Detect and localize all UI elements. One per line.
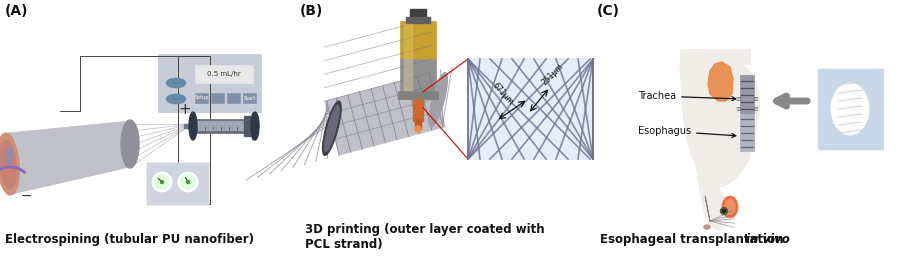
- Text: 671μm: 671μm: [490, 81, 515, 107]
- Bar: [740, 113, 754, 151]
- Polygon shape: [325, 73, 445, 155]
- Bar: [244, 116, 252, 136]
- Bar: [400, 21, 436, 59]
- Bar: [184, 124, 194, 128]
- Text: PCL strand): PCL strand): [305, 238, 383, 251]
- Polygon shape: [680, 51, 760, 187]
- Text: 0.5 mL/hr: 0.5 mL/hr: [207, 71, 241, 77]
- Ellipse shape: [251, 112, 259, 140]
- Bar: [404, 24, 412, 94]
- Text: Start: Start: [244, 95, 256, 101]
- Circle shape: [178, 172, 198, 192]
- Circle shape: [415, 126, 421, 132]
- Bar: [195, 65, 253, 83]
- Bar: [468, 59, 593, 159]
- Ellipse shape: [831, 83, 869, 135]
- Bar: [413, 99, 423, 121]
- Bar: [211, 93, 224, 103]
- Polygon shape: [680, 49, 750, 64]
- Text: (B): (B): [300, 4, 323, 18]
- Ellipse shape: [189, 112, 197, 140]
- Ellipse shape: [5, 147, 13, 165]
- Bar: [227, 93, 240, 103]
- Text: ≡: ≡: [752, 106, 758, 112]
- Bar: [243, 93, 256, 103]
- Text: 3D printing (outer layer coated with: 3D printing (outer layer coated with: [305, 223, 545, 236]
- Circle shape: [152, 172, 172, 192]
- Text: ≡: ≡: [752, 96, 758, 102]
- Circle shape: [720, 207, 728, 214]
- Bar: [415, 119, 421, 129]
- Ellipse shape: [704, 225, 710, 229]
- Polygon shape: [8, 121, 130, 195]
- Bar: [740, 75, 754, 113]
- Ellipse shape: [325, 105, 339, 151]
- Bar: [194, 121, 244, 131]
- Circle shape: [154, 174, 170, 190]
- Polygon shape: [685, 49, 700, 64]
- Bar: [398, 91, 438, 99]
- Text: Trachea: Trachea: [638, 91, 736, 101]
- Bar: [468, 59, 593, 159]
- Text: Electrospining (tubular PU nanofiber): Electrospining (tubular PU nanofiber): [5, 233, 254, 246]
- Text: Esophagus: Esophagus: [638, 126, 736, 137]
- FancyBboxPatch shape: [147, 163, 209, 205]
- Ellipse shape: [322, 101, 341, 155]
- Text: −: −: [20, 189, 32, 203]
- Bar: [195, 93, 208, 103]
- Bar: [404, 59, 412, 94]
- Circle shape: [722, 210, 726, 213]
- Ellipse shape: [722, 196, 738, 218]
- Bar: [192, 119, 257, 133]
- Ellipse shape: [166, 78, 186, 88]
- Ellipse shape: [0, 133, 19, 195]
- Text: 251μm: 251μm: [540, 62, 566, 87]
- Bar: [406, 17, 430, 23]
- Text: ≡: ≡: [735, 106, 741, 112]
- Ellipse shape: [166, 94, 186, 104]
- Text: Setup: Setup: [195, 95, 209, 101]
- Text: +: +: [178, 101, 191, 116]
- Ellipse shape: [725, 200, 735, 214]
- Circle shape: [160, 180, 164, 183]
- Text: ≡: ≡: [735, 96, 741, 102]
- Text: in vivo: in vivo: [746, 233, 789, 246]
- Text: (A): (A): [5, 4, 28, 18]
- Ellipse shape: [121, 120, 139, 168]
- Bar: [818, 69, 883, 149]
- Text: Esophageal transplantation: Esophageal transplantation: [600, 233, 787, 246]
- Bar: [252, 113, 255, 139]
- Ellipse shape: [429, 73, 447, 127]
- Bar: [410, 9, 426, 19]
- Text: (C): (C): [597, 4, 620, 18]
- Circle shape: [180, 174, 196, 190]
- FancyBboxPatch shape: [158, 55, 262, 112]
- Bar: [400, 59, 436, 94]
- Polygon shape: [708, 62, 733, 101]
- Polygon shape: [696, 166, 728, 230]
- Circle shape: [186, 180, 189, 183]
- Ellipse shape: [0, 140, 16, 188]
